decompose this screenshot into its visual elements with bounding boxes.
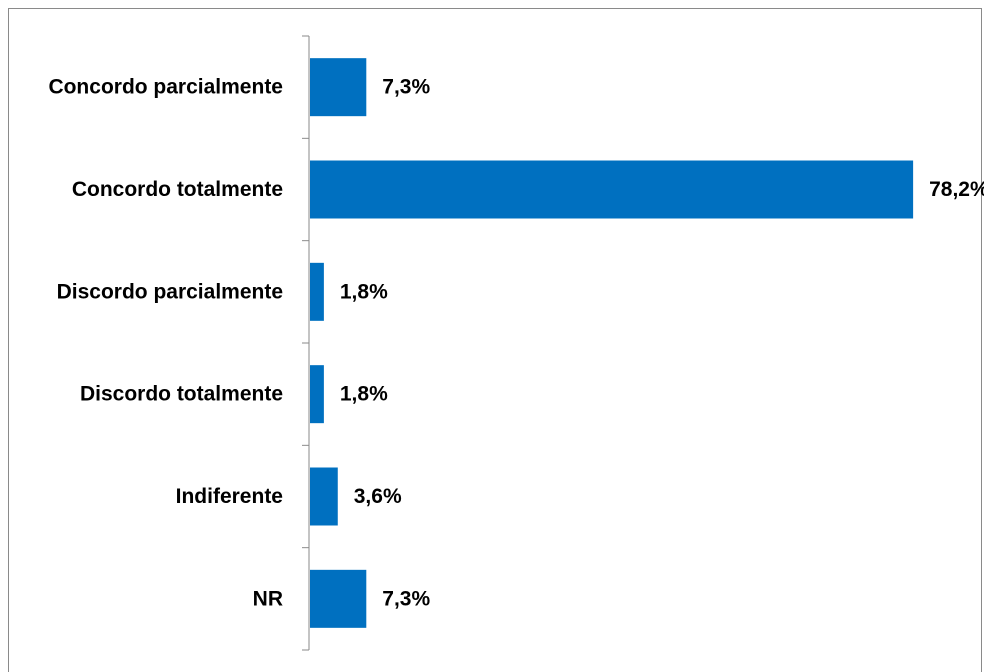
category-label: NR xyxy=(253,587,283,610)
bar xyxy=(310,467,338,526)
bar xyxy=(310,365,324,424)
data-label: 78,2% xyxy=(929,178,984,201)
chart-frame xyxy=(8,8,982,672)
axis-group xyxy=(302,35,310,651)
bar xyxy=(310,58,367,117)
data-label: 3,6% xyxy=(354,485,402,508)
category-label: Discordo parcialmente xyxy=(57,280,283,303)
category-label: Discordo totalmente xyxy=(80,383,283,406)
labels-group: Concordo parcialmente 7,3% Concordo totalm… xyxy=(48,76,984,611)
bar xyxy=(310,160,914,219)
category-label: Concordo totalmente xyxy=(72,178,283,201)
data-label: 7,3% xyxy=(382,76,430,99)
data-label: 7,3% xyxy=(382,587,430,610)
bar xyxy=(310,262,324,321)
data-label: 1,8% xyxy=(340,280,388,303)
category-label: Concordo parcialmente xyxy=(48,76,283,99)
category-label: Indiferente xyxy=(176,485,283,508)
bars-group xyxy=(310,58,914,628)
bar xyxy=(310,569,367,628)
data-label: 1,8% xyxy=(340,383,388,406)
